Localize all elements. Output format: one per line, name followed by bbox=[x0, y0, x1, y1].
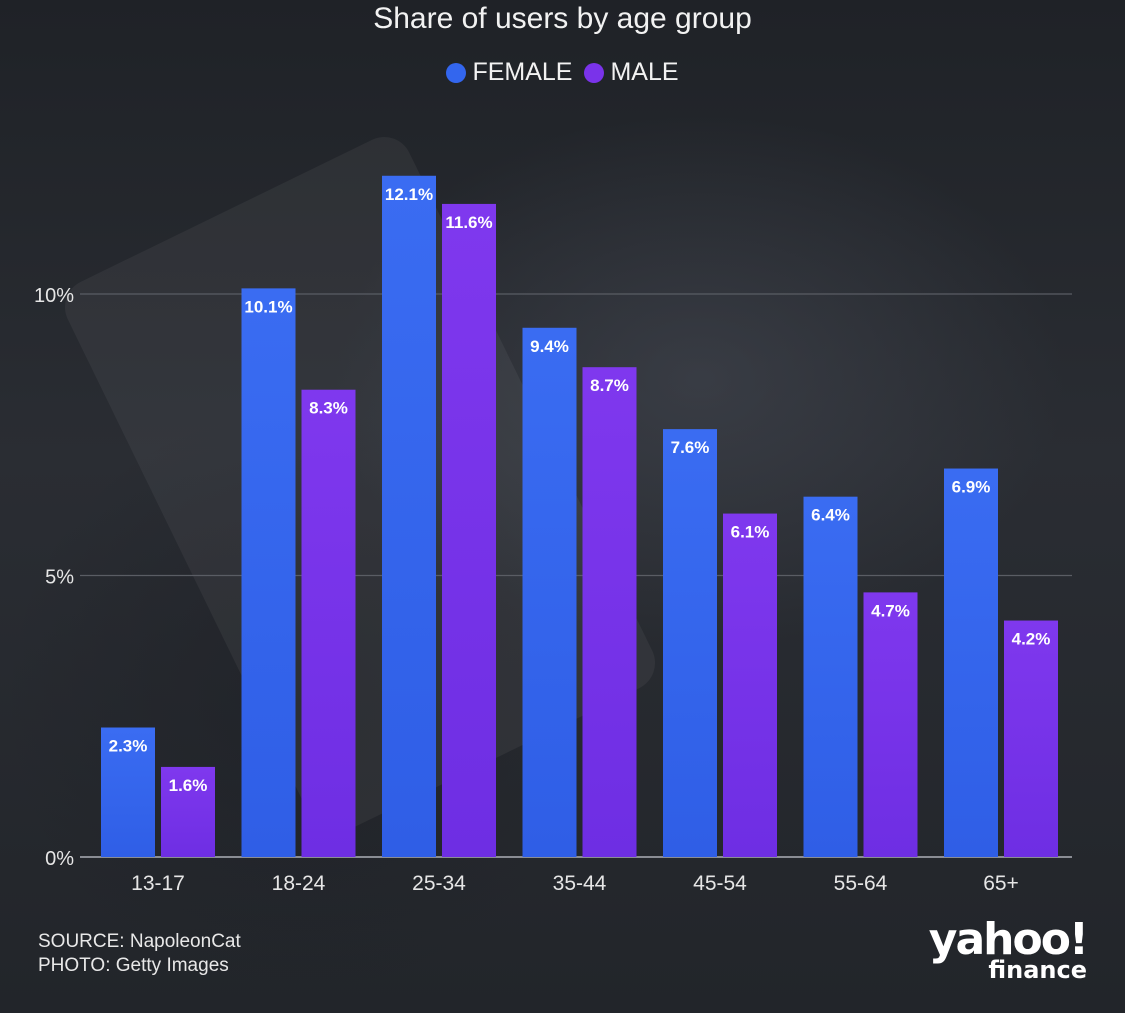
bar-male-18-24 bbox=[301, 389, 356, 857]
legend-swatch-male bbox=[584, 62, 605, 83]
data-label-male: 11.6% bbox=[445, 213, 492, 232]
x-tick-label: 18-24 bbox=[272, 872, 326, 895]
yahoo-finance-logo: yahoo! finance bbox=[928, 914, 1089, 984]
bar-male-45-54 bbox=[723, 513, 777, 857]
bar-female-13-17 bbox=[101, 727, 155, 857]
y-tick-label: 5% bbox=[45, 567, 74, 589]
data-label-female: 6.4% bbox=[811, 506, 850, 525]
bar-male-13-17 bbox=[161, 766, 215, 857]
data-label-female: 9.4% bbox=[530, 337, 569, 356]
data-label-female: 12.1% bbox=[385, 185, 433, 204]
data-label-male: 6.1% bbox=[731, 523, 770, 542]
x-tick-label: 55-64 bbox=[834, 872, 888, 895]
bar-female-35-44 bbox=[522, 327, 577, 857]
data-label-female: 2.3% bbox=[109, 737, 148, 756]
bar-male-25-34 bbox=[442, 203, 496, 858]
bar-male-65+ bbox=[1004, 620, 1058, 857]
y-tick-label: 10% bbox=[34, 285, 74, 307]
x-tick-label: 65+ bbox=[983, 872, 1019, 895]
source-credit: SOURCE: NapoleonCat bbox=[38, 931, 241, 952]
legend: FEMALE MALE bbox=[0, 58, 1125, 87]
logo-sub: finance bbox=[988, 956, 1087, 984]
bar-female-55-64 bbox=[803, 496, 858, 857]
data-label-female: 7.6% bbox=[671, 438, 710, 457]
data-label-male: 4.2% bbox=[1012, 630, 1051, 649]
legend-item-male: MALE bbox=[584, 58, 679, 87]
data-label-male: 4.7% bbox=[871, 601, 910, 620]
bar-female-18-24 bbox=[241, 288, 296, 857]
photo-credit: PHOTO: Getty Images bbox=[38, 955, 229, 976]
legend-swatch-female bbox=[446, 62, 467, 83]
x-tick-label: 35-44 bbox=[553, 872, 607, 895]
legend-label-female: FEMALE bbox=[472, 58, 573, 86]
x-tick-label: 25-34 bbox=[412, 872, 466, 895]
data-label-male: 1.6% bbox=[169, 776, 208, 795]
data-label-female: 10.1% bbox=[244, 297, 292, 316]
bar-male-35-44 bbox=[582, 367, 637, 857]
legend-label-male: MALE bbox=[610, 58, 679, 86]
bar-female-65+ bbox=[944, 468, 998, 857]
legend-item-female: FEMALE bbox=[446, 58, 572, 87]
chart-title: Share of users by age group bbox=[373, 2, 752, 35]
x-tick-label: 45-54 bbox=[693, 872, 747, 895]
data-label-male: 8.7% bbox=[590, 376, 629, 395]
x-tick-label: 13-17 bbox=[131, 872, 185, 895]
footer: SOURCE: NapoleonCat PHOTO: Getty Images bbox=[38, 930, 241, 978]
y-tick-label: 0% bbox=[45, 848, 74, 870]
bar-male-55-64 bbox=[863, 592, 918, 857]
data-label-female: 6.9% bbox=[952, 478, 991, 497]
bar-female-25-34 bbox=[382, 175, 436, 857]
bar-female-45-54 bbox=[663, 429, 717, 857]
logo-brand: yahoo! bbox=[928, 914, 1089, 965]
data-label-male: 8.3% bbox=[309, 399, 348, 418]
